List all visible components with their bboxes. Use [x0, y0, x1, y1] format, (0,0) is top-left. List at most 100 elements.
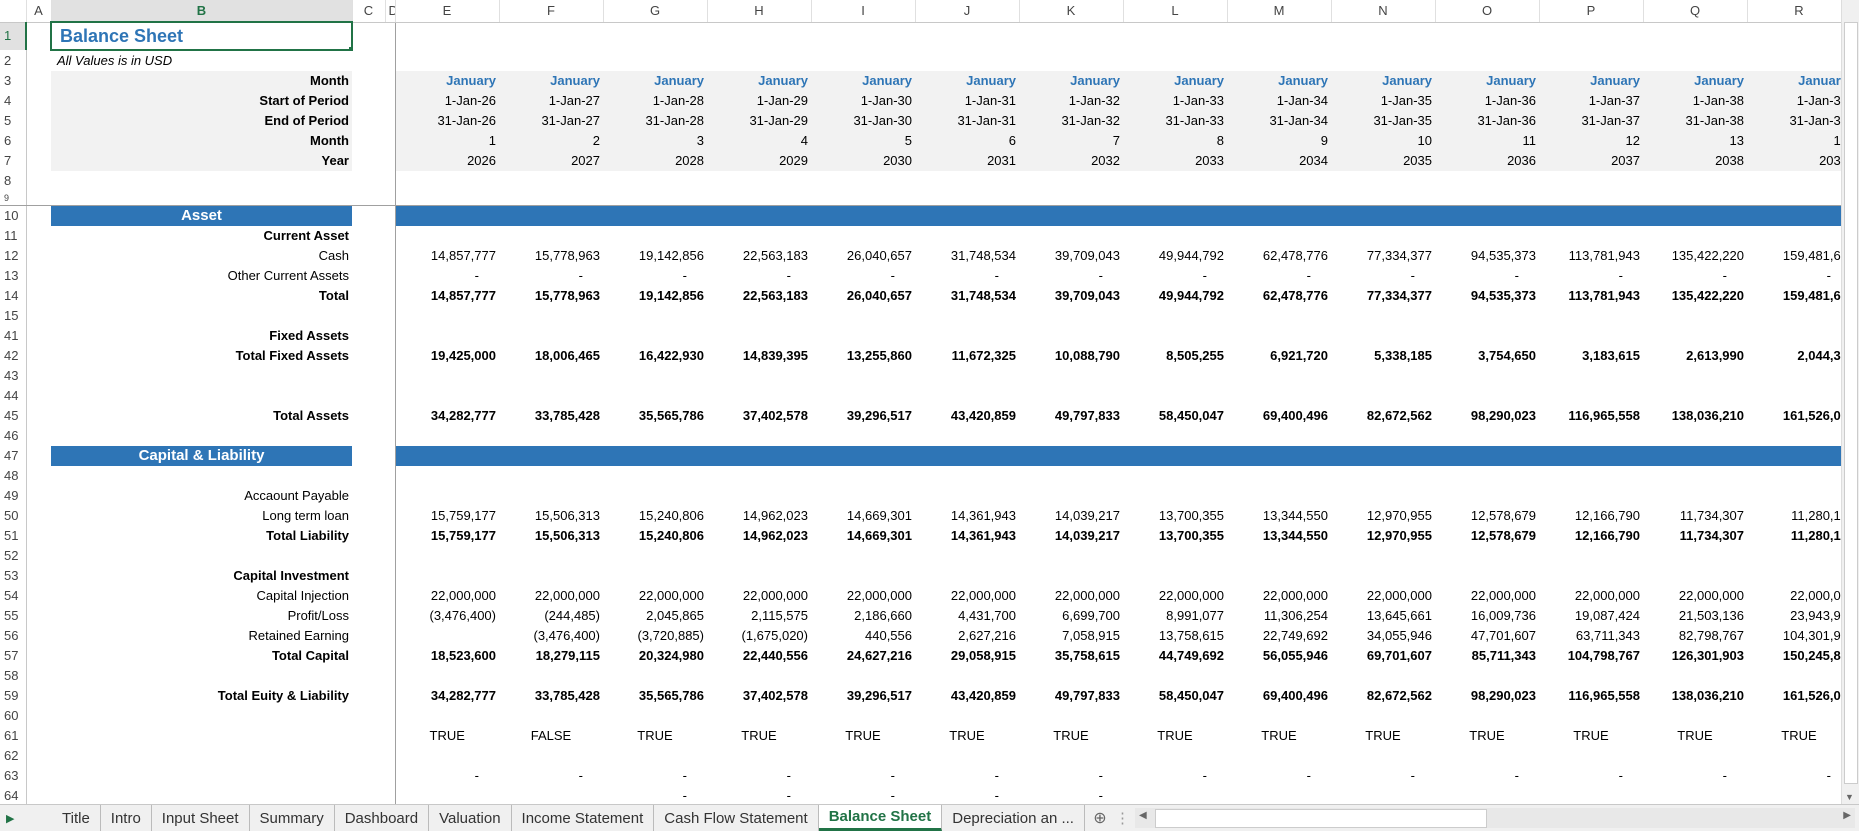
cell[interactable] [385, 486, 396, 506]
section-header[interactable]: Capital & Liability [51, 446, 352, 466]
value-cell[interactable]: TRUE [1261, 728, 1297, 743]
value-cell[interactable] [915, 486, 1019, 506]
value-cell[interactable]: 113,781,943 [1568, 248, 1640, 263]
period-value[interactable]: 31-Jan-36 [1435, 111, 1539, 131]
cell[interactable] [811, 50, 915, 71]
cell[interactable] [385, 346, 396, 366]
value-cell[interactable] [395, 226, 499, 246]
period-value[interactable]: January [1331, 71, 1435, 91]
cell[interactable] [707, 50, 811, 71]
value-cell[interactable] [1227, 326, 1331, 346]
cell[interactable] [385, 526, 396, 546]
value-cell[interactable]: 77,334,377 [1366, 288, 1432, 303]
value-cell[interactable] [395, 426, 499, 446]
value-cell[interactable]: 135,422,220 [1671, 288, 1744, 303]
value-cell[interactable] [1643, 426, 1747, 446]
row-label[interactable]: Capital Investment [233, 568, 349, 583]
value-cell[interactable]: 159,481,65 [1782, 288, 1842, 303]
section-band-cell[interactable] [1747, 205, 1842, 226]
value-cell[interactable]: - [1618, 768, 1623, 783]
value-cell[interactable]: 104,301,90 [1782, 628, 1842, 643]
row-header[interactable]: 52 [0, 546, 27, 566]
period-value[interactable]: 31-Jan-31 [915, 111, 1019, 131]
value-cell[interactable] [1747, 666, 1842, 686]
cell[interactable] [26, 526, 51, 546]
section-band-cell[interactable] [499, 446, 603, 466]
value-cell[interactable] [915, 706, 1019, 726]
row-header[interactable]: 12 [0, 246, 27, 266]
cell[interactable] [385, 766, 396, 786]
cell[interactable] [352, 131, 385, 151]
value-cell[interactable]: 14,962,023 [742, 528, 808, 543]
value-cell[interactable] [1643, 486, 1747, 506]
column-header-h[interactable]: H [707, 0, 812, 23]
cell[interactable] [26, 151, 51, 171]
cell[interactable] [385, 626, 396, 646]
period-label[interactable]: Month [51, 131, 352, 151]
period-value[interactable]: 1-Jan-34 [1227, 91, 1331, 111]
value-cell[interactable] [915, 386, 1019, 406]
value-cell[interactable]: 22,000,000 [638, 588, 704, 603]
value-cell[interactable] [915, 226, 1019, 246]
row-header[interactable]: 10 [0, 205, 27, 226]
sheet-tab[interactable]: Income Statement [512, 805, 655, 831]
cell[interactable] [385, 546, 396, 566]
value-cell[interactable] [1643, 466, 1747, 486]
value-cell[interactable]: 39,296,517 [846, 408, 912, 423]
period-value[interactable]: 11 [1435, 131, 1539, 151]
period-value[interactable]: 7 [1019, 131, 1123, 151]
cell[interactable] [352, 606, 385, 626]
period-value[interactable]: 2030 [811, 151, 915, 171]
row-label[interactable]: Cash [318, 248, 349, 263]
value-cell[interactable]: - [1722, 768, 1727, 783]
value-cell[interactable] [1227, 786, 1331, 804]
value-cell[interactable] [1539, 191, 1643, 206]
row-header[interactable]: 54 [0, 586, 27, 606]
period-value[interactable]: January [707, 71, 811, 91]
value-cell[interactable] [1123, 466, 1227, 486]
period-value[interactable]: 2027 [499, 151, 603, 171]
value-cell[interactable] [603, 191, 707, 206]
value-cell[interactable] [1643, 386, 1747, 406]
value-cell[interactable]: 8,505,255 [1166, 348, 1224, 363]
value-cell[interactable]: 19,425,000 [430, 348, 496, 363]
value-cell[interactable]: 135,422,220 [1671, 248, 1744, 263]
value-cell[interactable]: - [682, 268, 687, 283]
cell[interactable] [26, 586, 51, 606]
value-cell[interactable]: 14,962,023 [742, 508, 808, 523]
value-cell[interactable]: 13,255,860 [846, 348, 912, 363]
row-label[interactable]: Capital Injection [256, 588, 350, 603]
value-cell[interactable]: TRUE [1677, 728, 1713, 743]
period-value[interactable]: 31-Jan-32 [1019, 111, 1123, 131]
value-cell[interactable] [603, 226, 707, 246]
value-cell[interactable] [811, 486, 915, 506]
section-band-cell[interactable] [603, 446, 707, 466]
cell[interactable] [1539, 22, 1643, 50]
row-header[interactable]: 61 [0, 726, 27, 746]
row-header[interactable]: 44 [0, 386, 27, 406]
cell[interactable] [26, 746, 51, 766]
period-value[interactable]: 2 [499, 131, 603, 151]
value-cell[interactable] [1747, 306, 1842, 326]
value-cell[interactable] [1747, 466, 1842, 486]
row-header[interactable]: 62 [0, 746, 27, 766]
value-cell[interactable]: 22,000,000 [846, 588, 912, 603]
row-label[interactable] [51, 386, 352, 406]
row-header[interactable]: 49 [0, 486, 27, 506]
value-cell[interactable] [603, 306, 707, 326]
cell[interactable] [26, 406, 51, 426]
cell[interactable] [26, 766, 51, 786]
value-cell[interactable] [707, 706, 811, 726]
value-cell[interactable]: 34,282,777 [430, 688, 496, 703]
cell[interactable] [352, 151, 385, 171]
value-cell[interactable] [1435, 786, 1539, 804]
cell[interactable] [352, 626, 385, 646]
row-header[interactable]: 56 [0, 626, 27, 646]
column-header-n[interactable]: N [1331, 0, 1436, 23]
cell[interactable] [352, 426, 385, 446]
value-cell[interactable]: - [890, 768, 895, 783]
section-band-cell[interactable] [707, 446, 811, 466]
value-cell[interactable]: TRUE [1365, 728, 1401, 743]
value-cell[interactable]: 138,036,210 [1671, 688, 1744, 703]
value-cell[interactable]: - [578, 768, 583, 783]
